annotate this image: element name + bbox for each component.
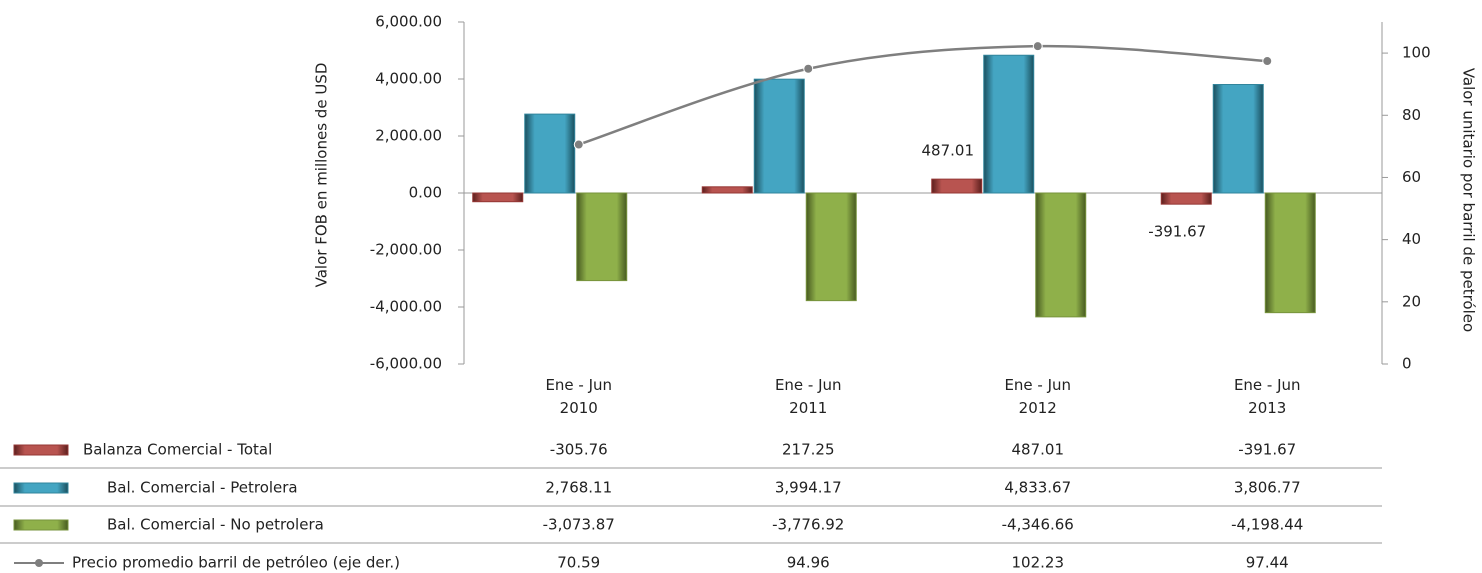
y-axis-title: Valor FOB en millones de USD [313, 63, 331, 288]
legend-label: Bal. Comercial - Petrolera [107, 479, 298, 497]
bar [701, 186, 753, 194]
legend-marker [35, 559, 43, 567]
y-tick-label: 4,000.00 [375, 70, 442, 88]
y-tick-label: -4,000.00 [370, 298, 442, 316]
table-value: 3,994.17 [775, 479, 842, 497]
table-value: 2,768.11 [545, 479, 612, 497]
bar [753, 78, 805, 194]
bar [576, 192, 628, 282]
bar [1035, 192, 1087, 318]
legend-label: Precio promedio barril de petróleo (eje … [72, 554, 400, 572]
data-label: 487.01 [922, 142, 975, 160]
y2-tick-label: 80 [1402, 106, 1421, 124]
line-point [573, 139, 584, 150]
y2-axis-title: Valor unitario por barril de petróleo [1460, 68, 1478, 332]
bar [931, 178, 983, 194]
table-value: -391.67 [1238, 441, 1296, 459]
legend-swatch [13, 444, 69, 456]
y2-tick-label: 100 [1402, 44, 1431, 62]
x-tick-label: Ene - Jun 2010 [545, 376, 613, 417]
line-point [803, 63, 814, 74]
line [578, 44, 1268, 146]
table-value: 4,833.67 [1004, 479, 1071, 497]
y-tick-label: -2,000.00 [370, 241, 442, 259]
y-tick-label: 2,000.00 [375, 127, 442, 145]
legend-swatch [13, 482, 69, 494]
bar [524, 113, 576, 194]
table-value: 217.25 [782, 441, 835, 459]
table-value: 487.01 [1012, 441, 1065, 459]
y2-tick-label: 0 [1402, 355, 1412, 373]
bar [805, 192, 857, 302]
table-value: -3,776.92 [772, 516, 844, 534]
legend-label: Bal. Comercial - No petrolera [107, 516, 324, 534]
table-value: 97.44 [1246, 554, 1289, 572]
bar [983, 54, 1035, 194]
table-value: 94.96 [787, 554, 830, 572]
y2-tick-label: 60 [1402, 168, 1421, 186]
table-value: -4,346.66 [1002, 516, 1074, 534]
table-value: -4,198.44 [1231, 516, 1303, 534]
bar [1264, 192, 1316, 314]
x-tick-label: Ene - Jun 2011 [774, 376, 842, 417]
y-tick-label: 0.00 [409, 184, 442, 202]
bar [1160, 192, 1212, 205]
legend-label: Balanza Comercial - Total [83, 441, 272, 459]
table-value: -3,073.87 [543, 516, 615, 534]
y2-tick-label: 20 [1402, 292, 1421, 310]
table-value: -305.76 [550, 441, 608, 459]
legend-swatch [13, 519, 69, 531]
x-tick-label: Ene - Jun 2013 [1233, 376, 1301, 417]
data-label: -391.67 [1148, 223, 1206, 241]
y-tick-label: -6,000.00 [370, 355, 442, 373]
bar [1212, 84, 1264, 194]
line-point [1262, 56, 1273, 67]
table-value: 70.59 [557, 554, 600, 572]
x-tick-label: Ene - Jun 2012 [1004, 376, 1072, 417]
table-value: 102.23 [1012, 554, 1065, 572]
y2-tick-label: 40 [1402, 230, 1421, 248]
bar [472, 192, 524, 203]
line-point [1032, 41, 1043, 52]
table-value: 3,806.77 [1234, 479, 1301, 497]
y-tick-label: 6,000.00 [375, 13, 442, 31]
